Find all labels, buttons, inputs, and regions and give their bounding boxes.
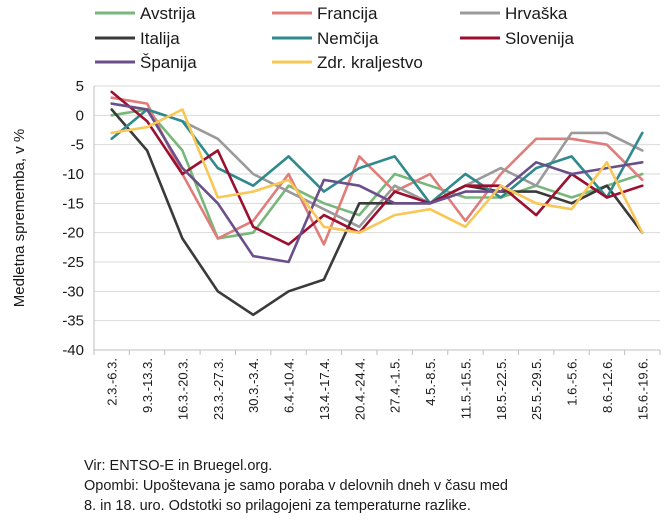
legend-item: Italija [95,29,180,48]
x-tick-label: 25.5.-29.5. [529,358,544,420]
line-chart: 5 0 -5 -10 -15 -20 -25 -30 -35 -40 2.3.-6.3. 9.3.-… [11,4,661,420]
y-tick-label: -25 [62,254,84,271]
y-tick-label: -5 [71,137,84,154]
series-line-nem-ija [110,108,644,205]
x-tick-label: 16.3.-20.3. [175,358,190,420]
series-line-slovenija [110,90,644,246]
x-tick-label: 11.5.-15.5. [458,358,473,419]
legend-item: Slovenija [460,29,575,48]
legend-label: Hrvaška [505,4,568,23]
x-tick-label: 8.6.-12.6. [600,358,615,413]
y-axis-label: Medletna sprememba, v % [11,129,28,307]
legend-label: Španija [140,53,197,72]
x-tick-label: 4.5.-8.5. [423,358,438,406]
x-tick-label: 1.6.-5.6. [565,358,580,406]
series-line-hrva-ka [110,102,644,229]
source-note: Vir: ENTSO-E in Bruegel.org. [84,458,273,474]
x-tick-label: 20.4.-24.4. [352,358,367,420]
x-tick-label: 9.3.-13.3. [140,358,155,413]
legend-item: Francija [272,4,378,23]
y-tick-label: -35 [62,313,84,330]
x-tick-label: 2.3.-6.3. [105,358,120,406]
y-tick-label: -30 [62,283,84,300]
y-tick-label: -15 [62,195,84,212]
legend-label: Slovenija [505,29,575,48]
series-line-francija [110,96,644,246]
footnote-line-1: Opombi: Upoštevana je samo poraba v delo… [84,478,508,494]
legend-label: Francija [317,4,378,23]
legend-item: Avstrija [95,4,196,23]
y-tick-label: -20 [62,225,84,242]
legend-item: Hrvaška [460,4,568,23]
legend-item: Španija [95,53,197,72]
series-line-italija [110,108,644,317]
y-tick-labels: 5 0 -5 -10 -15 -20 -25 -30 -35 -40 [62,78,84,359]
legend: Avstrija Francija Hrvaška Italija Nemčija Slo… [95,4,575,72]
y-tick-label: 5 [76,78,84,95]
legend-item: Nemčija [272,29,379,48]
legend-label: Nemčija [317,29,379,48]
footnote-line-2: 8. in 18. uro. Odstotki so prilagojeni z… [84,498,471,514]
x-tick-label: 18.5.-22.5. [494,358,509,420]
x-tick-label: 30.3.-3.4. [246,358,261,413]
series-line-zdr-kraljestvo [110,108,644,234]
x-tick-label: 15.6.-19.6. [635,358,650,420]
axes [93,86,661,355]
legend-label: Avstrija [140,4,196,23]
x-tick-label: 13.4.-17.4. [317,358,332,420]
legend-label: Italija [140,29,180,48]
gridlines [94,85,660,351]
y-tick-label: -10 [62,166,84,183]
x-tick-labels: 2.3.-6.3. 9.3.-13.3. 16.3.-20.3. 23.3.-27.3… [105,358,651,420]
x-tick-label: 6.4.-10.4. [282,358,297,413]
y-tick-label: -40 [62,342,84,359]
legend-label: Zdr. kraljestvo [317,53,423,72]
x-tick-label: 23.3.-27.3. [211,358,226,420]
series-line--panija [110,102,644,264]
series-lines [110,90,644,317]
legend-item: Zdr. kraljestvo [272,53,423,72]
y-tick-label: 0 [76,107,84,124]
x-tick-label: 27.4.-1.5. [388,358,403,413]
